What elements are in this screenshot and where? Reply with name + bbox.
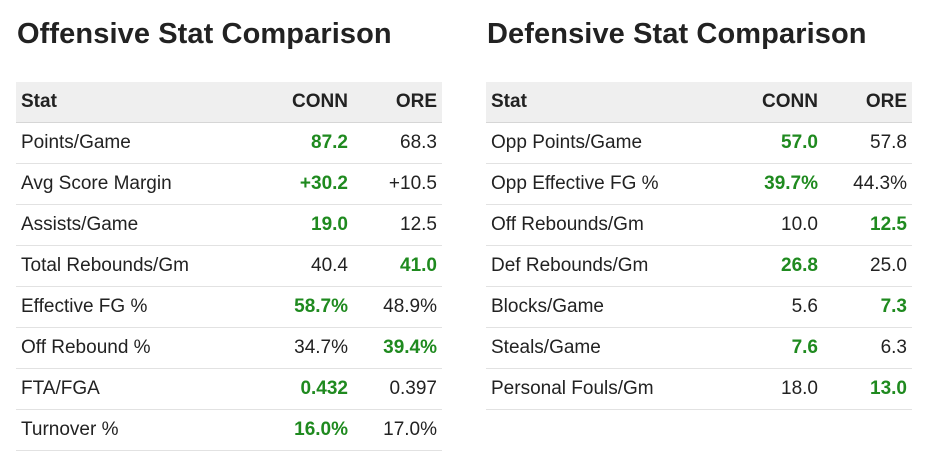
offensive-header-stat: Stat [16, 82, 258, 123]
stat-cell: Off Rebound % [21, 336, 151, 358]
ore-cell: 6.3 [880, 336, 907, 358]
table-row: Personal Fouls/Gm 18.0 13.0 [486, 368, 912, 409]
conn-cell: 16.0% [294, 418, 348, 440]
ore-cell: 17.0% [383, 418, 437, 440]
offensive-header-row: Stat CONN ORE [16, 82, 442, 123]
table-row: Blocks/Game 5.6 7.3 [486, 286, 912, 327]
ore-cell: 25.0 [870, 254, 907, 276]
ore-cell: 41.0 [400, 254, 437, 276]
defensive-rows: Opp Points/Game 57.0 57.8 Opp Effective FG … [486, 122, 912, 409]
ore-cell: 57.8 [870, 131, 907, 153]
table-row: FTA/FGA 0.432 0.397 [16, 368, 442, 409]
stat-cell: Def Rebounds/Gm [491, 254, 649, 276]
table-row: Effective FG % 58.7% 48.9% [16, 286, 442, 327]
conn-cell: 34.7% [294, 336, 348, 358]
table-row: Opp Points/Game 57.0 57.8 [486, 122, 912, 163]
table-row: Avg Score Margin +30.2 +10.5 [16, 163, 442, 204]
stat-cell: Opp Points/Game [491, 131, 643, 153]
stat-cell: Total Rebounds/Gm [21, 254, 189, 276]
table-row: Opp Effective FG % 39.7% 44.3% [486, 163, 912, 204]
conn-cell: 39.7% [764, 172, 818, 194]
table-row: Steals/Game 7.6 6.3 [486, 327, 912, 368]
ore-cell: 7.3 [880, 295, 907, 317]
conn-cell: 10.0 [781, 213, 818, 235]
stat-cell: Opp Effective FG % [491, 172, 659, 194]
stat-cell: Points/Game [21, 131, 131, 153]
conn-cell: 87.2 [311, 131, 348, 153]
conn-cell: 19.0 [311, 213, 348, 235]
stat-cell: Avg Score Margin [21, 172, 172, 194]
ore-cell: 48.9% [383, 295, 437, 317]
conn-cell: 40.4 [311, 254, 348, 276]
defensive-header-conn: CONN [728, 82, 818, 123]
defensive-table: Stat CONN ORE Opp Points/Game 57.0 57.8 Opp… [486, 82, 912, 410]
defensive-header-row: Stat CONN ORE [486, 82, 912, 123]
ore-cell: 12.5 [400, 213, 437, 235]
table-row: Def Rebounds/Gm 26.8 25.0 [486, 245, 912, 286]
offensive-table: Stat CONN ORE Points/Game 87.2 68.3 Avg Sco… [16, 82, 442, 451]
ore-cell: +10.5 [388, 172, 437, 194]
stat-cell: Personal Fouls/Gm [491, 377, 654, 399]
table-row: Assists/Game 19.0 12.5 [16, 204, 442, 245]
table-row: Total Rebounds/Gm 40.4 41.0 [16, 245, 442, 286]
ore-cell: 68.3 [400, 131, 437, 153]
conn-cell: 7.6 [791, 336, 818, 358]
ore-cell: 39.4% [383, 336, 437, 358]
stat-cell: Blocks/Game [491, 295, 604, 317]
stat-cell: FTA/FGA [21, 377, 100, 399]
table-row: Turnover % 16.0% 17.0% [16, 409, 442, 450]
stat-cell: Assists/Game [21, 213, 139, 235]
conn-cell: 18.0 [781, 377, 818, 399]
stat-cell: Off Rebounds/Gm [491, 213, 644, 235]
conn-cell: 58.7% [294, 295, 348, 317]
defensive-header-ore: ORE [818, 82, 912, 123]
conn-cell: +30.2 [299, 172, 348, 194]
offensive-title: Offensive Stat Comparison [17, 18, 392, 50]
conn-cell: 5.6 [791, 295, 818, 317]
ore-cell: 12.5 [870, 213, 907, 235]
defensive-header-stat: Stat [486, 82, 728, 123]
conn-cell: 57.0 [781, 131, 818, 153]
offensive-header-conn: CONN [258, 82, 348, 123]
conn-cell: 26.8 [781, 254, 818, 276]
defensive-title: Defensive Stat Comparison [487, 18, 867, 50]
stat-cell: Turnover % [21, 418, 119, 440]
stat-cell: Steals/Game [491, 336, 601, 358]
table-row: Off Rebounds/Gm 10.0 12.5 [486, 204, 912, 245]
ore-cell: 44.3% [853, 172, 907, 194]
offensive-rows: Points/Game 87.2 68.3 Avg Score Margin +30.2… [16, 122, 442, 450]
table-row: Off Rebound % 34.7% 39.4% [16, 327, 442, 368]
ore-cell: 0.397 [389, 377, 437, 399]
stat-cell: Effective FG % [21, 295, 148, 317]
conn-cell: 0.432 [300, 377, 348, 399]
table-row: Points/Game 87.2 68.3 [16, 122, 442, 163]
ore-cell: 13.0 [870, 377, 907, 399]
offensive-header-ore: ORE [348, 82, 442, 123]
